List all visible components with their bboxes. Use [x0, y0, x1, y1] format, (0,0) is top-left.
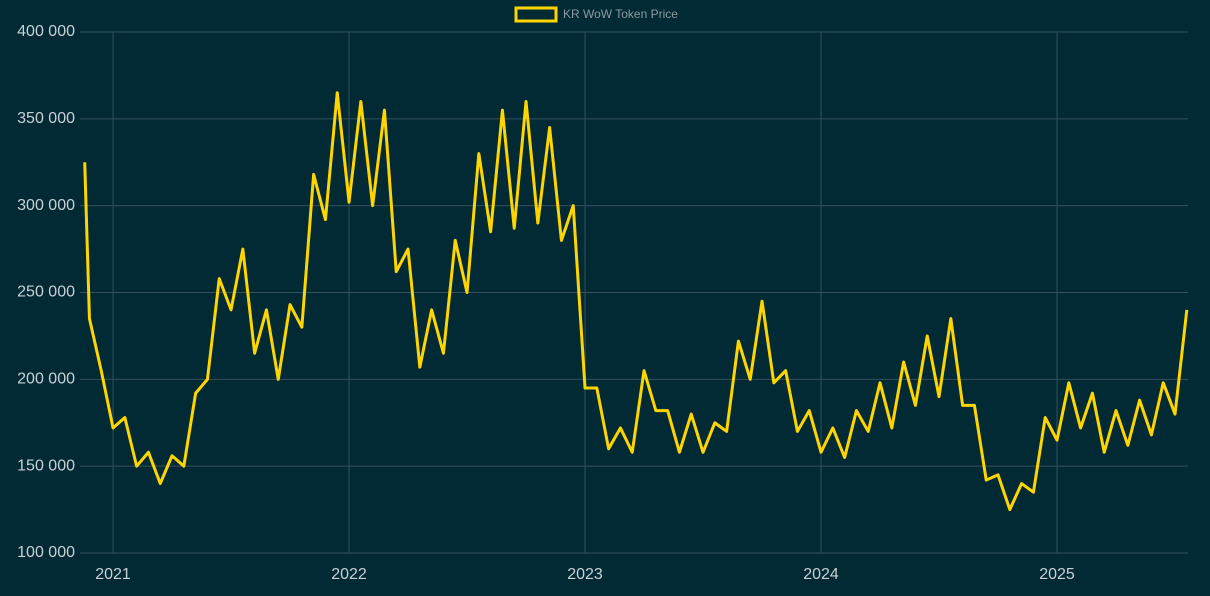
line-series	[83, 91, 1189, 512]
y-tick-label: 250 000	[17, 284, 75, 301]
x-tick-label: 2025	[1039, 566, 1075, 583]
y-tick-label: 400 000	[17, 23, 75, 40]
x-tick-label: 2024	[803, 566, 839, 583]
y-tick-label: 350 000	[17, 110, 75, 127]
legend-swatch	[514, 6, 558, 23]
legend-label: KR WoW Token Price	[563, 7, 678, 21]
y-tick-label: 150 000	[17, 457, 75, 474]
x-tick-label: 2023	[567, 566, 603, 583]
x-tick-label: 2022	[331, 566, 367, 583]
y-tick-label: 200 000	[17, 371, 75, 388]
y-tick-label: 100 000	[17, 544, 75, 561]
y-tick-label: 300 000	[17, 197, 75, 214]
x-tick-label: 2021	[95, 566, 131, 583]
